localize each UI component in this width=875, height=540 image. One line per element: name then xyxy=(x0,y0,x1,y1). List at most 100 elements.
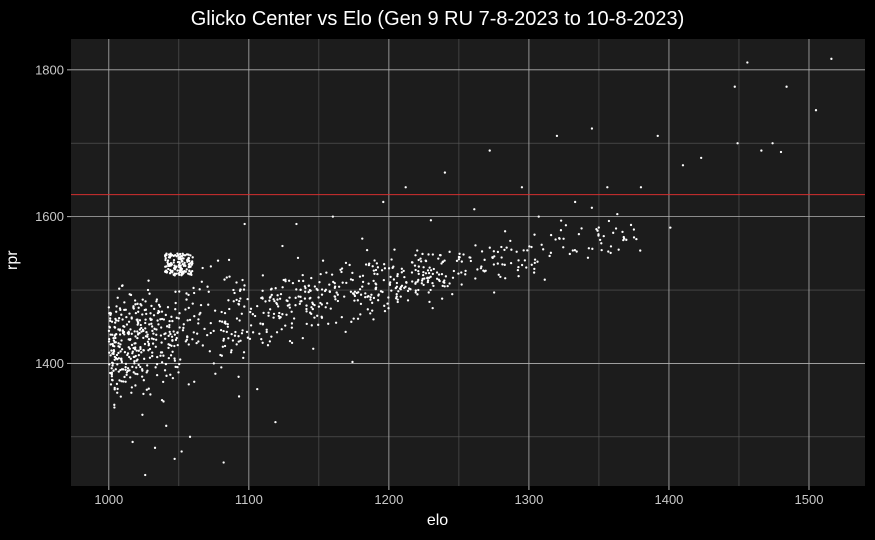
data-point xyxy=(147,349,150,352)
data-point xyxy=(635,238,638,241)
data-point xyxy=(199,304,203,307)
data-point xyxy=(184,264,187,268)
data-point xyxy=(310,324,313,327)
data-point xyxy=(367,263,371,267)
data-point xyxy=(261,341,264,344)
data-point xyxy=(130,386,134,389)
x-tick-label: 1100 xyxy=(235,492,263,507)
data-point xyxy=(187,256,190,260)
data-point xyxy=(509,261,513,265)
data-point xyxy=(422,266,425,269)
data-point xyxy=(137,349,140,352)
data-point xyxy=(482,269,485,272)
data-point xyxy=(119,357,123,361)
data-point xyxy=(416,249,419,252)
data-point xyxy=(243,305,246,308)
data-point xyxy=(284,280,287,283)
data-point xyxy=(113,406,116,409)
data-point xyxy=(500,245,503,249)
data-point xyxy=(227,337,230,340)
data-point xyxy=(222,329,225,333)
data-point xyxy=(417,272,420,276)
data-point xyxy=(237,302,240,306)
data-point xyxy=(274,420,277,424)
data-point xyxy=(173,267,176,270)
data-point xyxy=(249,324,253,327)
data-point xyxy=(191,256,194,259)
data-point xyxy=(200,280,203,283)
data-point xyxy=(131,440,134,444)
data-point xyxy=(134,372,137,375)
data-point xyxy=(522,249,525,252)
data-point xyxy=(446,284,449,288)
data-point xyxy=(440,273,444,276)
x-tick-label: 1300 xyxy=(514,492,543,507)
data-point xyxy=(307,290,310,294)
data-point xyxy=(435,277,439,280)
data-point xyxy=(305,310,308,313)
data-point xyxy=(136,330,139,333)
data-point xyxy=(115,353,119,357)
data-point xyxy=(426,269,430,272)
data-point xyxy=(400,284,404,287)
data-point xyxy=(396,298,399,301)
data-point xyxy=(179,358,182,361)
major-gridlines xyxy=(71,39,865,486)
data-point xyxy=(431,282,434,285)
data-point xyxy=(222,461,225,464)
data-point xyxy=(166,261,169,264)
data-point xyxy=(220,320,224,323)
data-point xyxy=(175,316,178,319)
data-point xyxy=(451,276,455,279)
data-point xyxy=(251,331,255,334)
data-point xyxy=(174,265,177,268)
data-point xyxy=(377,293,380,296)
data-point xyxy=(365,248,369,252)
data-point xyxy=(571,249,574,252)
data-point xyxy=(275,331,279,334)
data-point xyxy=(431,306,434,310)
data-point xyxy=(785,85,788,88)
data-point xyxy=(339,268,342,271)
data-point xyxy=(146,364,149,367)
data-point xyxy=(129,357,132,360)
data-point xyxy=(397,290,400,293)
data-point xyxy=(559,219,563,222)
data-point xyxy=(419,257,422,260)
data-point xyxy=(133,342,136,345)
data-point xyxy=(330,273,334,276)
data-point xyxy=(265,330,268,334)
data-point xyxy=(168,326,171,329)
data-point xyxy=(233,291,236,295)
data-point xyxy=(632,236,636,239)
data-point xyxy=(390,289,393,292)
data-point xyxy=(171,271,174,274)
data-point xyxy=(457,258,460,261)
data-point xyxy=(186,335,189,339)
data-point xyxy=(473,208,476,211)
data-point xyxy=(364,263,368,266)
x-axis-label: elo xyxy=(426,512,449,529)
data-point xyxy=(285,313,288,316)
data-point xyxy=(186,319,189,322)
data-point xyxy=(134,384,137,387)
data-point xyxy=(290,326,294,329)
data-point xyxy=(292,317,296,320)
data-point xyxy=(188,435,192,438)
data-point xyxy=(596,229,599,232)
data-point xyxy=(533,267,536,271)
data-point xyxy=(410,261,414,264)
data-point xyxy=(440,262,443,265)
data-point xyxy=(155,363,159,366)
data-point xyxy=(186,258,189,261)
data-point xyxy=(460,260,463,263)
data-point xyxy=(120,360,124,364)
data-point xyxy=(308,297,311,300)
data-point xyxy=(113,325,116,329)
data-point xyxy=(359,313,362,316)
data-point xyxy=(280,328,283,331)
data-point xyxy=(305,307,308,311)
data-point xyxy=(573,249,577,252)
minor-gridlines xyxy=(71,39,865,486)
data-point xyxy=(164,332,167,335)
